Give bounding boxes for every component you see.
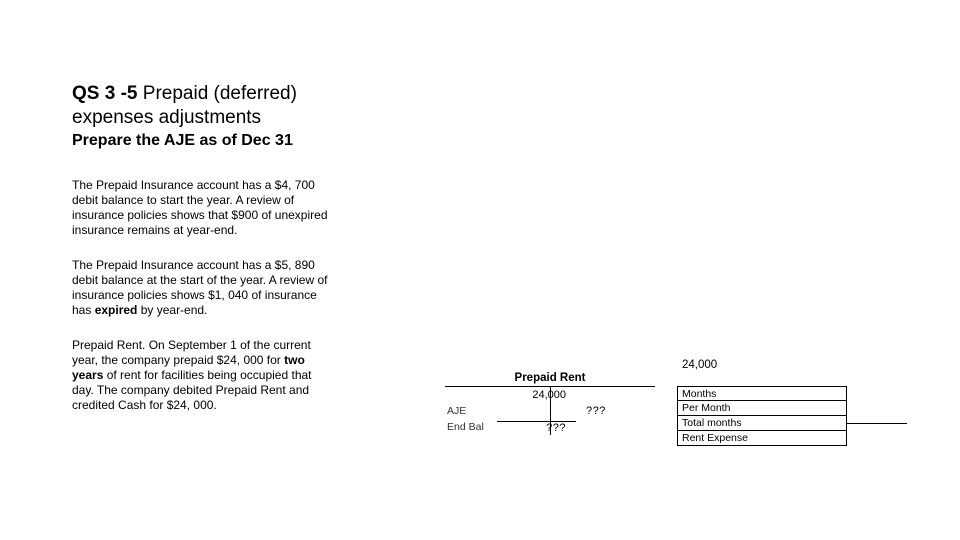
calc-totalmonths-val [847,423,907,424]
t-account-divider [550,387,551,435]
t-row2-credit: ??? [576,405,655,417]
t-row3-label: End Bal [445,421,497,433]
calc-permonth-cell: Per Month [677,401,847,416]
t-row1-debit: 24,000 [497,389,576,401]
t-row2-label: AJE [445,405,497,417]
page-title: QS 3 -5 Prepaid (deferred) expenses adju… [72,82,332,130]
calc-totalmonths-label: Total months [678,417,742,429]
calc-rentexp-cell: Rent Expense [677,431,847,446]
paragraph-3-a: Prepaid Rent. On September 1 of the curr… [72,338,311,367]
calc-months-label: Months [678,388,716,400]
calc-months-cell: Months [677,386,847,401]
paragraph-3: Prepaid Rent. On September 1 of the curr… [72,338,332,413]
subtitle: Prepare the AJE as of Dec 31 [72,132,332,150]
calc-rentexp-label: Rent Expense [678,432,748,444]
prepaid-amount-top: 24,000 [682,359,717,371]
t-account-title: Prepaid Rent [445,372,655,384]
calc-permonth-label: Per Month [678,402,730,414]
paragraph-2-b: by year-end. [137,303,207,317]
paragraph-3-b: of rent for facilities being occupied th… [72,368,312,412]
paragraph-2-bold: expired [95,303,138,317]
t-row3-debit: ??? [497,421,576,434]
title-code: QS 3 -5 [72,83,137,104]
paragraph-2: The Prepaid Insurance account has a $5, … [72,258,332,318]
calc-table: Months Per Month Total months Rent Expen… [677,386,925,446]
paragraph-1: The Prepaid Insurance account has a $4, … [72,178,332,238]
calc-totalmonths-cell: Total months [677,416,847,431]
t-account: Prepaid Rent 24,000 AJE ??? End Bal ??? [445,372,655,435]
